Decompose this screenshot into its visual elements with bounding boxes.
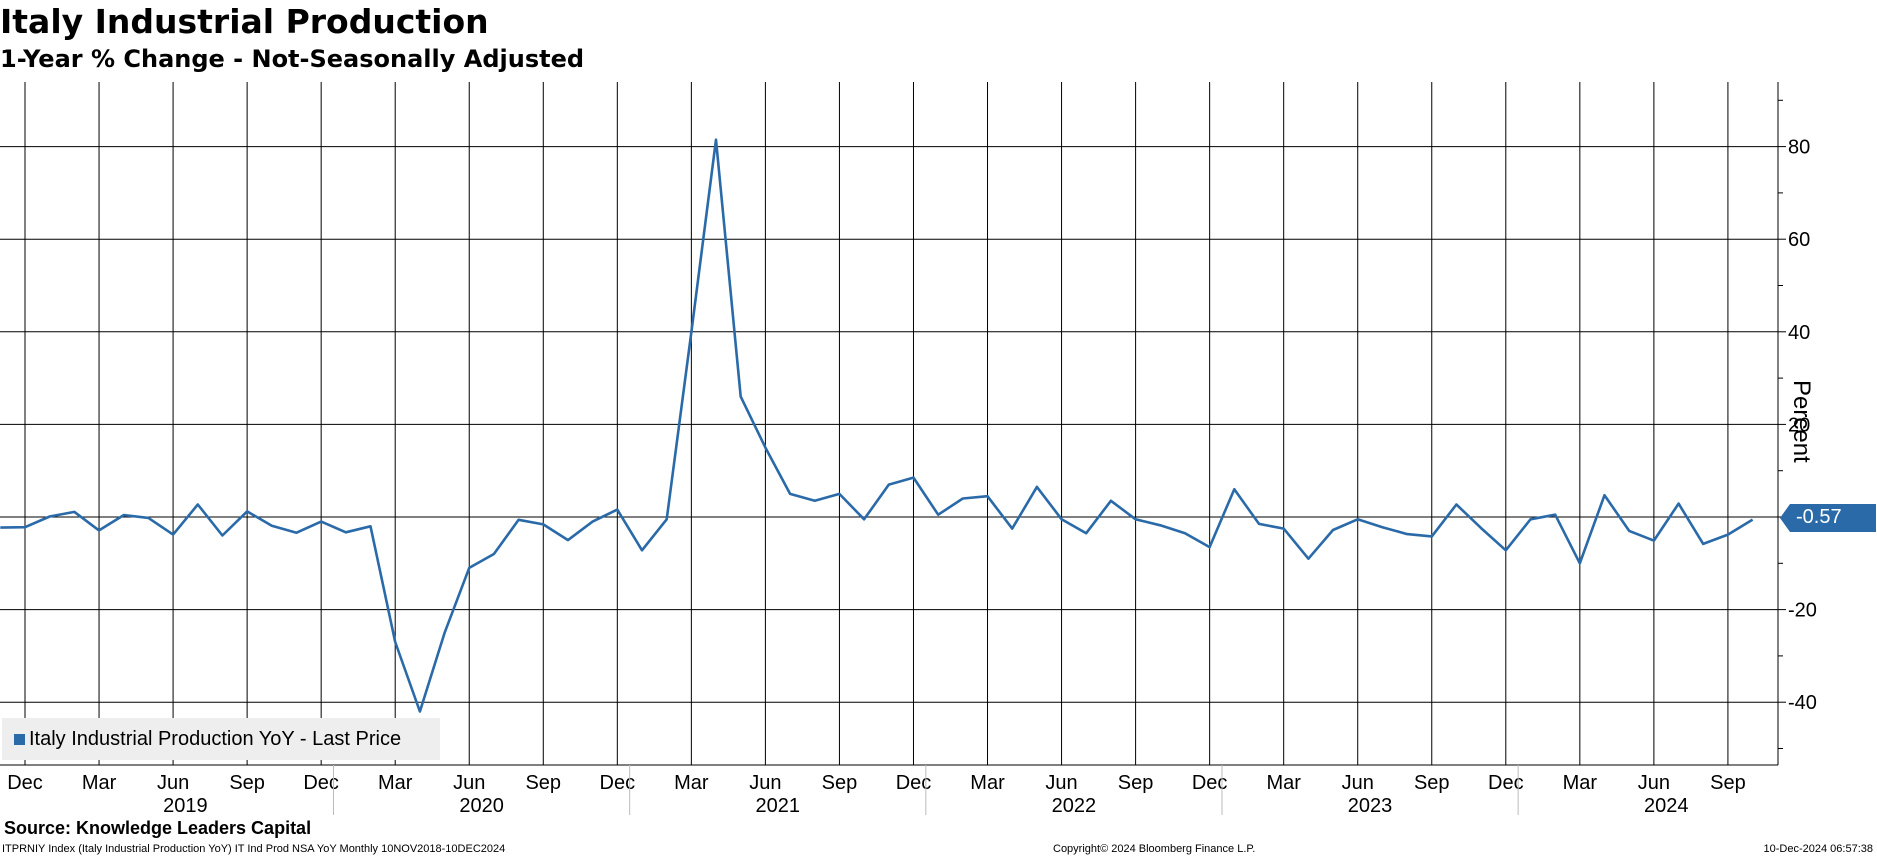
x-tick-label: Mar — [1266, 772, 1301, 794]
source-note: Source: Knowledge Leaders Capital — [4, 818, 312, 838]
y-tick-label: 80 — [1788, 137, 1810, 159]
x-tick-label: Dec — [600, 772, 636, 794]
x-year-label: 2022 — [1052, 795, 1097, 817]
x-tick-label: Sep — [1710, 772, 1746, 794]
chart-title: Italy Industrial Production — [0, 2, 489, 41]
x-tick-label: Mar — [674, 772, 709, 794]
x-tick-label: Dec — [303, 772, 339, 794]
x-tick-label: Mar — [970, 772, 1005, 794]
footer-series-info: ITPRNIY Index (Italy Industrial Producti… — [2, 843, 506, 855]
x-tick-label: Sep — [822, 772, 858, 794]
y-axis-label: Percent — [1788, 380, 1815, 463]
y-tick-label: 60 — [1788, 229, 1810, 251]
x-tick-label: Jun — [453, 772, 485, 794]
x-year-label: 2024 — [1644, 795, 1689, 817]
x-tick-label: Mar — [378, 772, 413, 794]
x-tick-label: Dec — [7, 772, 43, 794]
x-year-label: 2021 — [755, 795, 800, 817]
y-tick-label: -40 — [1788, 692, 1817, 714]
chart-subtitle: 1-Year % Change - Not-Seasonally Adjuste… — [0, 45, 585, 73]
y-tick-label: -20 — [1788, 600, 1817, 622]
last-value-badge-shape — [1780, 504, 1876, 532]
legend: Italy Industrial Production YoY - Last P… — [2, 718, 440, 760]
x-year-label: 2023 — [1348, 795, 1393, 817]
x-tick-label: Sep — [525, 772, 561, 794]
footer-timestamp: 10-Dec-2024 06:57:38 — [1763, 843, 1873, 855]
x-year-label: 2019 — [163, 795, 208, 817]
x-tick-label: Jun — [749, 772, 781, 794]
last-value-label: -0.57 — [1796, 506, 1842, 528]
last-value-badge: -0.57 — [1780, 504, 1876, 532]
series-line — [0, 138, 1754, 713]
x-tick-label: Mar — [1563, 772, 1598, 794]
x-tick-label: Jun — [1638, 772, 1670, 794]
x-tick-label: Sep — [1118, 772, 1154, 794]
legend-label: Italy Industrial Production YoY - Last P… — [29, 727, 402, 750]
x-tick-label: Jun — [157, 772, 189, 794]
x-tick-label: Dec — [1192, 772, 1228, 794]
x-tick-label: Jun — [1342, 772, 1374, 794]
footer-copyright: Copyright© 2024 Bloomberg Finance L.P. — [1053, 843, 1256, 855]
x-tick-label: Mar — [82, 772, 117, 794]
legend-swatch — [14, 733, 25, 745]
x-year-label: 2020 — [459, 795, 504, 817]
x-tick-label: Dec — [1488, 772, 1524, 794]
y-tick-label: 20 — [1788, 414, 1810, 436]
x-tick-label: Sep — [229, 772, 265, 794]
x-tick-label: Jun — [1045, 772, 1077, 794]
y-tick-label: 40 — [1788, 322, 1810, 344]
x-tick-label: Sep — [1414, 772, 1450, 794]
x-tick-label: Dec — [896, 772, 932, 794]
